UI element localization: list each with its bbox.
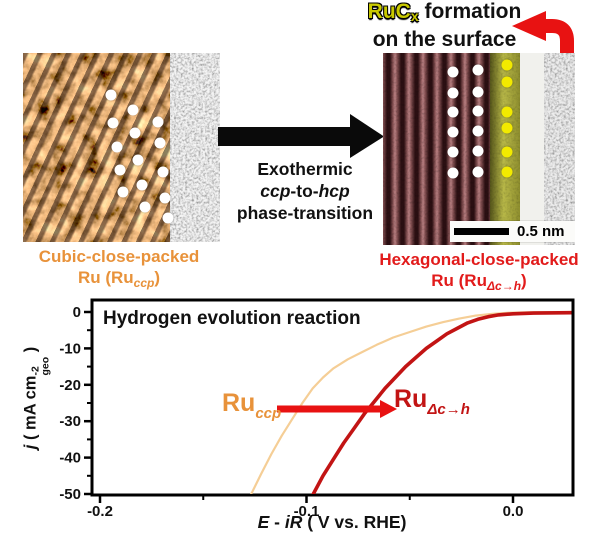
hcp-atom-dot bbox=[472, 125, 484, 137]
hcp-vacuum-band bbox=[544, 53, 575, 245]
curve-Ru_ccp bbox=[250, 310, 572, 494]
rucx-atom-dot bbox=[501, 76, 513, 88]
hcp-atom-dot bbox=[447, 106, 459, 118]
y-tick-label: -30 bbox=[59, 413, 81, 430]
plot-frame bbox=[90, 298, 575, 497]
ccp-atom-dot bbox=[154, 137, 166, 149]
ccp-atom-dot bbox=[132, 154, 144, 166]
hcp-atom-dot bbox=[472, 145, 484, 157]
ccp-atom-dot bbox=[111, 141, 123, 153]
legend-arrow-head bbox=[380, 400, 397, 418]
her-polarization-chart: -0.2 -0.1 0.0 0 -10 -20 -30 -40 -50 bbox=[59, 298, 575, 520]
hcp-atom-dot bbox=[472, 166, 484, 178]
ccp-caption-line2: Ru (Ruccp) bbox=[77, 268, 161, 290]
hcp-atom-dot bbox=[447, 87, 459, 99]
chart-title: Hydrogen evolution reaction bbox=[103, 308, 361, 329]
hcp-atom-dot bbox=[472, 86, 484, 98]
ccp-atom-dot bbox=[114, 164, 126, 176]
rucx-atom-dot bbox=[501, 106, 513, 118]
ccp-atom-dot bbox=[152, 116, 164, 128]
curve-Ru_Δc→h bbox=[311, 310, 572, 494]
ccp-atom-dots bbox=[23, 53, 220, 242]
phase-transition-text: Exothermic ccp-to-hcp phase-transition bbox=[222, 158, 388, 224]
rucx-text: RuCx bbox=[367, 0, 419, 24]
ccp-atom-dot bbox=[139, 201, 151, 213]
hcp-atom-dot bbox=[447, 126, 459, 138]
y-tick-label: 0 bbox=[73, 304, 81, 321]
phase-transition-arrow-icon bbox=[218, 114, 384, 158]
ccp-atom-dot bbox=[117, 186, 129, 198]
ccp-atom-dot bbox=[107, 117, 119, 129]
tem-image-hcp: 0.5 nm bbox=[383, 53, 575, 245]
surface-formation-label: RuCx formation on the surface bbox=[322, 0, 567, 52]
y-axis-label: j ( mA cm -2 geo ) bbox=[21, 346, 52, 450]
hcp-caption-line2: Ru (RuΔc→h) bbox=[431, 271, 527, 293]
hcp-atom-dot bbox=[447, 66, 459, 78]
x-axis-label: E - iR ( V vs. RHE) bbox=[257, 512, 407, 532]
scale-bar-label: 0.5 nm bbox=[517, 223, 565, 240]
y-axis-supsub: -2 geo bbox=[29, 356, 52, 376]
y-tick-label: -50 bbox=[59, 486, 81, 503]
hcp-bright-band bbox=[520, 53, 544, 245]
hcp-caption-line1: Hexagonal-close-packed bbox=[379, 250, 579, 269]
transition-line2: ccp-to-hcp bbox=[260, 181, 350, 201]
ccp-atom-dot bbox=[136, 179, 148, 191]
rucx-atom-dots bbox=[383, 53, 575, 245]
ccp-caption: Cubic-close-packed Ru (Ruccp) bbox=[13, 246, 225, 294]
ccp-atom-dot bbox=[127, 104, 139, 116]
scale-bar-line bbox=[454, 228, 509, 235]
y-tick-label: -40 bbox=[59, 450, 81, 467]
x-tick-label: -0.1 bbox=[294, 503, 320, 520]
rucx-atom-dot bbox=[501, 166, 513, 178]
ccp-caption-line1: Cubic-close-packed bbox=[38, 247, 200, 266]
y-tick-label: -20 bbox=[59, 377, 81, 394]
surface-formation-line2: on the surface bbox=[372, 28, 517, 51]
ccp-atom-dot bbox=[159, 192, 171, 204]
ccp-atom-dot bbox=[162, 212, 174, 224]
scale-bar: 0.5 nm bbox=[450, 221, 575, 242]
y-tick-label: -10 bbox=[59, 340, 81, 357]
legend-ru-dch: RuΔc→h bbox=[394, 385, 470, 419]
ccp-atom-dot bbox=[105, 89, 117, 101]
hcp-atom-dot bbox=[472, 105, 484, 117]
hcp-atom-dot bbox=[472, 64, 484, 76]
ccp-vacuum-band bbox=[170, 53, 220, 242]
hcp-atom-dots bbox=[383, 53, 575, 245]
transition-line3: phase-transition bbox=[236, 203, 374, 223]
hcp-atom-dot bbox=[447, 146, 459, 158]
rucx-atom-dot bbox=[501, 59, 513, 71]
ccp-atom-dot bbox=[157, 166, 169, 178]
x-tick-label: 0.0 bbox=[503, 503, 524, 520]
hcp-atom-dot bbox=[447, 167, 459, 179]
hcp-caption: Hexagonal-close-packed Ru (RuΔc→h) bbox=[371, 249, 587, 297]
rucx-atom-dot bbox=[501, 122, 513, 134]
tem-image-ccp bbox=[23, 53, 220, 242]
transition-line1: Exothermic bbox=[257, 159, 353, 179]
ccp-atom-dot bbox=[129, 127, 141, 139]
surface-formation-line1: RuCx formation bbox=[367, 0, 522, 24]
rucx-atom-dot bbox=[501, 146, 513, 158]
legend-ru-ccp: Ruccp bbox=[222, 389, 282, 423]
x-tick-label: -0.2 bbox=[87, 503, 113, 520]
